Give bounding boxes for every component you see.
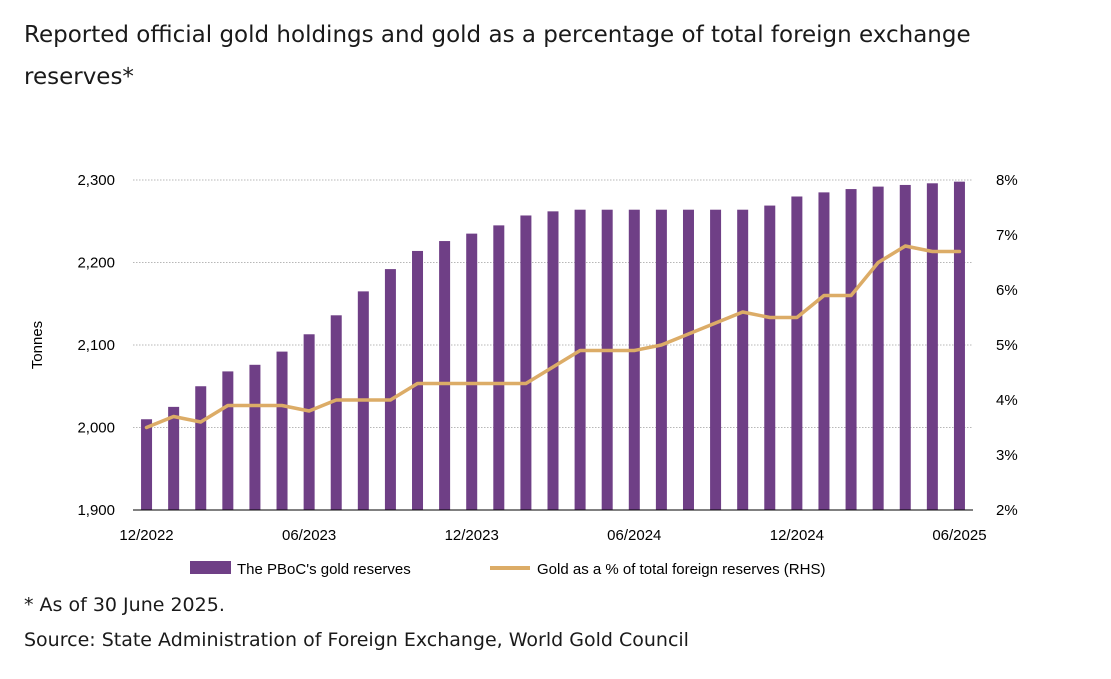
line-point [253, 404, 257, 407]
line-point [416, 382, 420, 385]
x-tick-label: 12/2024 [770, 527, 824, 544]
y-tick-label: 2,100 [77, 337, 115, 354]
line-point [334, 398, 338, 402]
axes: 1,900 2,000 2,100 2,200 2,300 2% 3% 4% 5% 6% 7% 8% 1… [77, 172, 1017, 544]
line-point [849, 294, 853, 297]
line-point [307, 409, 311, 413]
bar [628, 209, 640, 510]
bar [953, 181, 965, 510]
line-point [199, 420, 203, 424]
x-tick-label: 12/2022 [119, 527, 173, 544]
chart-title: Reported official gold holdings and gold… [24, 22, 971, 90]
x-tick-label: 06/2025 [932, 527, 986, 544]
bar [168, 406, 180, 510]
bar [493, 225, 505, 510]
legend-bar-swatch [190, 561, 231, 574]
bar [682, 209, 694, 510]
bar [384, 269, 396, 510]
y-axis-title: Tonnes [29, 321, 46, 369]
line-point [659, 343, 663, 347]
legend-label-bars: The PBoC's gold reserves [237, 561, 411, 578]
legend: The PBoC's gold reserves Gold as a % of … [190, 561, 825, 578]
footnote: * As of 30 June 2025. [24, 594, 225, 616]
bar [276, 351, 288, 510]
combo-chart: 1,900 2,000 2,100 2,200 2,300 2% 3% 4% 5% 6% 7% 8% 1… [29, 172, 1018, 578]
bar [791, 196, 803, 510]
line-point [741, 310, 745, 314]
source-note: Source: State Administration of Foreign … [24, 629, 689, 651]
bar [845, 189, 857, 510]
y2-tick-label: 8% [996, 172, 1018, 189]
line-point [768, 316, 772, 319]
bar [249, 364, 261, 510]
y2-tick-label: 2% [996, 502, 1018, 519]
bar [222, 371, 234, 510]
x-tick-label: 06/2024 [607, 527, 661, 544]
bar [737, 209, 749, 510]
line-point [172, 415, 176, 418]
line-point [605, 349, 609, 352]
y-tick-label: 2,300 [77, 172, 115, 189]
line-point [551, 365, 555, 369]
line-point [388, 398, 392, 402]
y-tick-label: 1,900 [77, 502, 115, 519]
bar [899, 184, 911, 510]
line-point [714, 321, 718, 325]
bar [574, 209, 586, 510]
line-point [930, 250, 934, 253]
bar [872, 186, 884, 510]
bar-series [141, 181, 965, 511]
line-point [686, 332, 690, 336]
y2-tick-label: 7% [996, 227, 1018, 244]
bar [547, 211, 559, 510]
bar [655, 209, 667, 510]
bar [330, 315, 342, 510]
line-point [957, 250, 961, 253]
y2-tick-label: 6% [996, 282, 1018, 299]
line-point [524, 382, 528, 385]
bar [303, 334, 315, 510]
bar [439, 241, 451, 511]
y2-tick-label: 5% [996, 337, 1018, 354]
line-point [632, 349, 636, 352]
bar [141, 419, 153, 510]
line-point [795, 316, 799, 319]
line-point [497, 382, 501, 385]
line-point [280, 404, 284, 407]
line-point [443, 382, 447, 385]
bar [710, 209, 722, 510]
bar [926, 183, 938, 511]
line-point [361, 398, 365, 402]
x-tick-label: 12/2023 [445, 527, 499, 544]
bar [818, 192, 830, 510]
bar [764, 205, 776, 510]
bar [412, 250, 424, 510]
y2-tick-label: 4% [996, 392, 1018, 409]
bar [601, 209, 613, 510]
line-point [903, 244, 907, 248]
line-point [470, 382, 474, 385]
x-tick-label: 06/2023 [282, 527, 336, 544]
bar [466, 233, 478, 510]
line-point [822, 294, 826, 297]
line-point [145, 426, 149, 429]
line-point [876, 261, 880, 264]
y-tick-label: 2,000 [77, 420, 115, 437]
bar [195, 386, 207, 510]
legend-label-line: Gold as a % of total foreign reserves (R… [537, 561, 825, 578]
line-point [578, 349, 582, 352]
y2-tick-label: 3% [996, 447, 1018, 464]
line-point [226, 404, 230, 407]
line-series [144, 244, 962, 430]
y-tick-label: 2,200 [77, 255, 115, 272]
bar [520, 215, 532, 510]
